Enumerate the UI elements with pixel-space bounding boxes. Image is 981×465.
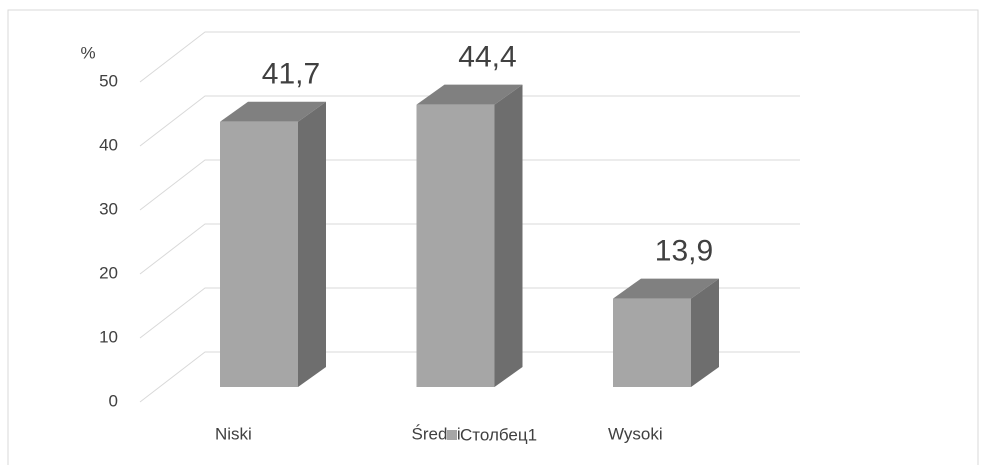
bar-side bbox=[494, 84, 523, 387]
legend-swatch bbox=[447, 430, 457, 440]
x-tick-label: Niski bbox=[215, 424, 252, 443]
value-label: 44,4 bbox=[458, 41, 516, 74]
y-tick-label: 40 bbox=[99, 135, 118, 154]
value-label: 13,9 bbox=[655, 235, 713, 268]
bar-top bbox=[613, 278, 719, 299]
grid-line bbox=[139, 287, 800, 339]
bar-side bbox=[298, 101, 326, 388]
bar-top bbox=[220, 101, 326, 122]
grid-line bbox=[139, 159, 800, 211]
y-axis-label: % bbox=[80, 43, 95, 62]
bar bbox=[613, 298, 691, 387]
grid-line bbox=[139, 351, 800, 403]
x-tick-label: Wysoki bbox=[608, 424, 663, 443]
grid-line bbox=[139, 95, 800, 147]
grid-line bbox=[139, 31, 800, 83]
legend-label: Столбец1 bbox=[460, 425, 537, 444]
value-label: 41,7 bbox=[262, 58, 320, 91]
y-tick-label: 30 bbox=[99, 199, 118, 218]
bar bbox=[220, 121, 298, 388]
bar-side bbox=[691, 278, 719, 387]
y-tick-label: 10 bbox=[99, 327, 118, 346]
grid-line bbox=[139, 223, 800, 275]
bar bbox=[416, 104, 495, 387]
y-tick-label: 20 bbox=[99, 263, 118, 282]
y-tick-label: 50 bbox=[99, 71, 118, 90]
y-tick-label: 0 bbox=[109, 391, 118, 410]
bar-top bbox=[416, 84, 523, 105]
